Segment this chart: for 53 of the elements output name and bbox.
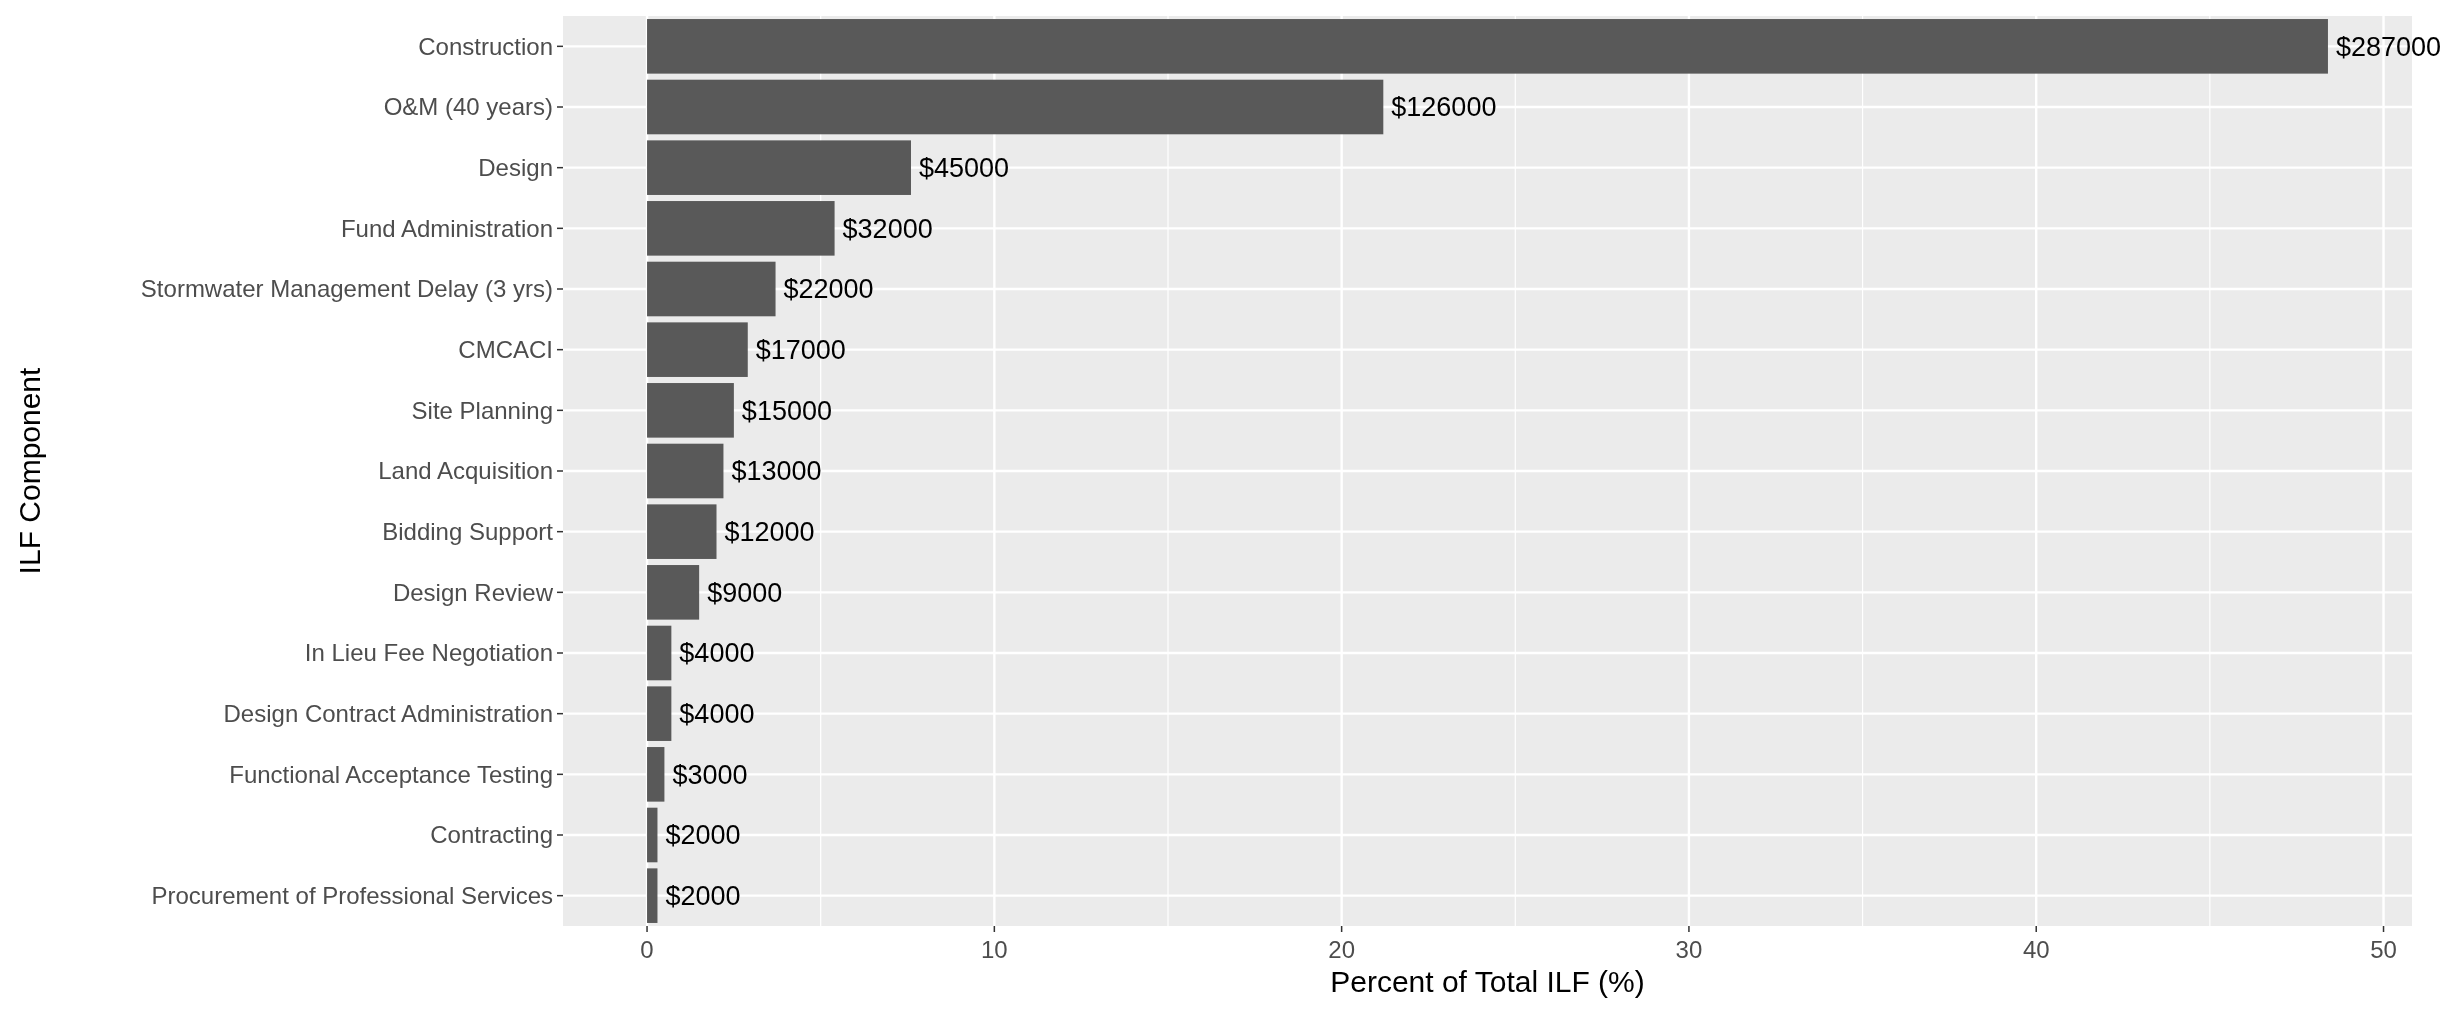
bar (647, 868, 658, 923)
annotation: $15000 (741, 395, 832, 426)
bar (647, 565, 700, 620)
x-tick-label: 0 (640, 936, 654, 963)
bar (647, 504, 717, 559)
bar (647, 201, 835, 256)
annotation: $45000 (918, 153, 1010, 184)
y-tick-label: Bidding Support (382, 518, 554, 546)
annotation: $17000 (755, 335, 846, 366)
y-tick-label: Site Planning (411, 396, 553, 424)
annotation: $12000 (724, 517, 815, 548)
y-tick-label: Design Contract Administration (223, 700, 553, 728)
y-tick-label: Construction (418, 32, 553, 60)
y-tick-label: Fund Administration (340, 214, 553, 242)
y-tick-label: Functional Acceptance Testing (229, 760, 553, 788)
y-tick-label: Procurement of Professional Services (151, 882, 553, 910)
bar (647, 686, 672, 741)
bar (647, 625, 672, 681)
annotation: $287000 (2335, 31, 2442, 62)
x-tick-label: 30 (1675, 936, 1703, 963)
y-tick-label: Design (478, 154, 553, 182)
x-tick-label: 40 (2022, 936, 2050, 963)
annotation: $4000 (679, 699, 755, 730)
y-tick-label: Contracting (430, 821, 553, 849)
x-tick-label: 10 (980, 936, 1008, 963)
annotation: $4000 (679, 638, 755, 669)
bar (647, 79, 1384, 135)
annotation: $3000 (672, 759, 748, 790)
annotation: $2000 (665, 881, 741, 912)
y-tick-label: Stormwater Management Delay (3 yrs) (140, 275, 553, 303)
x-axis-title: Percent of Total ILF (%) (1330, 965, 1645, 998)
bar (647, 807, 658, 863)
bar (647, 322, 748, 377)
y-tick-label: Design Review (392, 578, 554, 606)
y-axis-title: ILF Component (13, 366, 46, 575)
bar (647, 140, 911, 195)
annotation: $126000 (1391, 92, 1497, 123)
annotation: $13000 (731, 456, 822, 487)
x-tick-label: 50 (2370, 936, 2397, 963)
bar (647, 443, 724, 499)
bar (647, 383, 734, 438)
y-tick-label: O&M (40 years) (383, 93, 553, 121)
annotation: $32000 (842, 213, 933, 244)
annotation: $22000 (783, 274, 874, 305)
annotation: $9000 (707, 577, 783, 608)
y-tick-label: In Lieu Fee Negotiation (304, 639, 553, 667)
y-tick-label: Land Acquisition (378, 457, 553, 485)
bar (647, 261, 776, 317)
y-tick-label: CMCACI (458, 336, 553, 364)
annotation: $2000 (665, 820, 741, 851)
x-tick-label: 20 (1328, 936, 1355, 963)
bar (647, 19, 2328, 74)
bar (647, 747, 665, 802)
